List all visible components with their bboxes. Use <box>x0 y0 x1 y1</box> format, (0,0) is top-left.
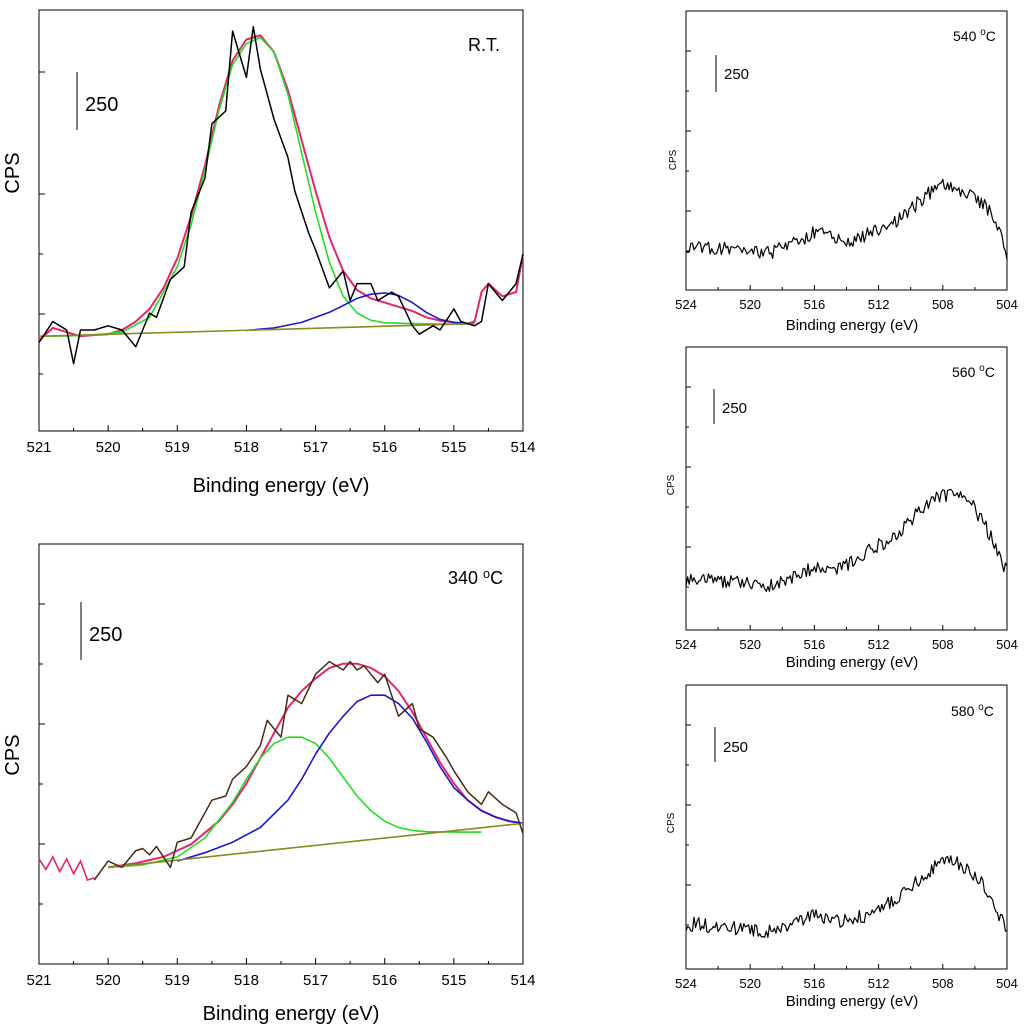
x-tick-label: 515 <box>441 439 466 456</box>
axis-ticks: 524 520 516 512 508 504 <box>675 386 1018 652</box>
x-tick-label: 519 <box>165 439 190 456</box>
y-axis-label: CPS <box>2 152 24 193</box>
panel-540c: 524 520 516 512 508 504 250 540 oC Binding en… <box>668 10 1018 334</box>
scale-bar-label: 250 <box>722 400 747 417</box>
x-tick-label: 519 <box>165 972 190 989</box>
panel-annotation: 580 oC <box>951 702 994 719</box>
x-tick-label: 517 <box>303 972 328 989</box>
y-axis-label: CPS <box>666 812 677 833</box>
x-tick-label: 516 <box>804 637 826 652</box>
panel-annotation: 340 oC <box>448 567 503 588</box>
x-axis-label: Binding energy (eV) <box>786 654 919 671</box>
raw-spectrum <box>38 26 524 365</box>
x-tick-label: 508 <box>932 297 954 312</box>
raw-spectrum <box>685 488 1008 592</box>
peak1-curve <box>108 736 482 869</box>
panel-annotation: 560 oC <box>952 363 995 380</box>
panel-340c: 521 520 519 518 517 516 515 514 250 340 oC Bind… <box>2 543 536 1025</box>
x-tick-label: 524 <box>675 637 697 652</box>
axis-ticks: 524 520 516 512 508 504 <box>675 724 1018 991</box>
x-tick-label: 521 <box>26 439 51 456</box>
x-axis-label: Binding energy (eV) <box>203 1003 380 1025</box>
envelope-curve <box>107 662 524 869</box>
axis-ticks: 521 520 519 518 517 516 515 514 <box>26 71 536 456</box>
x-tick-label: 504 <box>996 297 1018 312</box>
curves <box>685 855 1008 939</box>
background-curve <box>38 322 475 338</box>
panel-annotation: R.T. <box>468 35 500 55</box>
panel-560c: 524 520 516 512 508 504 250 560 oC Binding en… <box>666 346 1018 671</box>
curves <box>685 488 1008 592</box>
plot-frame <box>685 346 1008 631</box>
x-tick-label: 516 <box>372 972 397 989</box>
scale-bar-label: 250 <box>723 739 748 756</box>
x-tick-label: 514 <box>510 972 535 989</box>
x-tick-label: 517 <box>303 439 328 456</box>
raw-spectrum <box>93 660 524 881</box>
raw-spectrum <box>685 855 1008 939</box>
peak1-curve <box>38 36 468 338</box>
curves <box>685 178 1008 261</box>
x-tick-label: 514 <box>510 439 535 456</box>
peak2-curve <box>246 292 475 332</box>
x-tick-label: 515 <box>441 972 466 989</box>
x-tick-label: 516 <box>372 439 397 456</box>
x-tick-label: 524 <box>675 976 697 991</box>
x-tick-label: 512 <box>868 297 890 312</box>
x-axis-label: Binding energy (eV) <box>786 317 919 334</box>
x-tick-label: 524 <box>675 297 697 312</box>
peak2-curve <box>177 694 524 862</box>
plot-frame <box>685 684 1008 970</box>
y-axis-label: CPS <box>666 474 677 495</box>
axis-ticks: 521 520 519 518 517 516 515 514 <box>26 603 536 989</box>
plot-frame <box>38 543 524 965</box>
x-tick-label: 518 <box>234 439 259 456</box>
axis-ticks: 524 520 516 512 508 504 <box>675 50 1018 312</box>
panel-rt: 521 520 519 518 517 516 515 514 250 R.T. Bindin… <box>2 9 536 497</box>
raw-spectrum <box>685 178 1008 261</box>
x-tick-label: 520 <box>739 297 761 312</box>
curves <box>38 660 524 881</box>
x-tick-label: 504 <box>996 976 1018 991</box>
x-tick-label: 518 <box>234 972 259 989</box>
x-tick-label: 512 <box>868 637 890 652</box>
y-axis-label: CPS <box>668 149 679 170</box>
curves <box>38 26 524 365</box>
scale-bar-label: 250 <box>85 94 118 116</box>
scale-bar-label: 250 <box>89 624 122 646</box>
x-tick-label: 520 <box>739 976 761 991</box>
x-tick-label: 520 <box>96 439 121 456</box>
x-tick-label: 520 <box>739 637 761 652</box>
x-tick-label: 504 <box>996 637 1018 652</box>
envelope-curve <box>38 34 524 342</box>
scale-bar-label: 250 <box>724 66 749 83</box>
background-curve <box>108 822 524 869</box>
x-tick-label: 521 <box>26 972 51 989</box>
x-tick-label: 516 <box>804 297 826 312</box>
x-tick-label: 516 <box>804 976 826 991</box>
panel-annotation: 540 oC <box>953 27 996 44</box>
x-axis-label: Binding energy (eV) <box>193 475 370 497</box>
panel-580c: 524 520 516 512 508 504 250 580 oC Binding en… <box>666 684 1018 1010</box>
x-tick-label: 508 <box>932 637 954 652</box>
x-tick-label: 508 <box>932 976 954 991</box>
raw-spectrum-extension <box>38 855 95 881</box>
y-axis-label: CPS <box>2 734 24 775</box>
x-axis-label: Binding energy (eV) <box>786 993 919 1010</box>
x-tick-label: 512 <box>868 976 890 991</box>
x-tick-label: 520 <box>96 972 121 989</box>
